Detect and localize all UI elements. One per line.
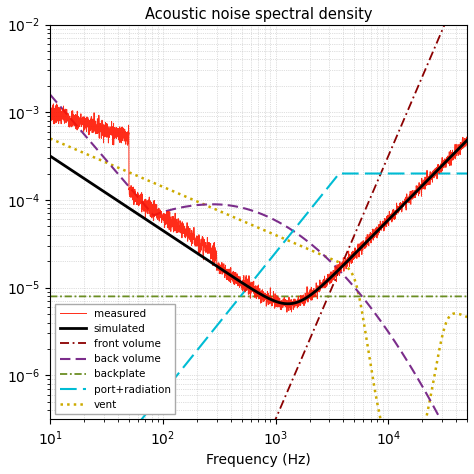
back volume <box>207 201 213 207</box>
back volume <box>411 369 417 375</box>
vent <box>464 314 470 320</box>
port+radiation <box>411 171 417 176</box>
vent <box>95 156 100 162</box>
measured <box>226 266 231 272</box>
port+radiation <box>207 331 213 337</box>
measured <box>47 101 53 107</box>
port+radiation <box>225 309 231 314</box>
back volume <box>119 176 125 182</box>
port+radiation <box>119 440 125 446</box>
vent <box>225 212 231 218</box>
Line: port+radiation: port+radiation <box>50 173 467 474</box>
port+radiation <box>337 171 342 176</box>
vent <box>411 457 417 463</box>
vent <box>119 167 125 173</box>
port+radiation <box>95 471 100 474</box>
port+radiation <box>464 171 470 176</box>
measured <box>411 195 417 201</box>
measured <box>95 127 100 133</box>
backplate <box>411 293 417 299</box>
simulated <box>119 201 125 207</box>
vent <box>401 469 406 474</box>
measured <box>456 145 462 150</box>
backplate <box>119 293 125 299</box>
back volume <box>464 470 470 474</box>
X-axis label: Frequency (Hz): Frequency (Hz) <box>206 453 311 467</box>
Line: back volume: back volume <box>50 95 467 473</box>
simulated <box>411 191 417 197</box>
vent <box>47 136 53 141</box>
simulated <box>207 259 213 264</box>
back volume <box>456 453 462 458</box>
Title: Acoustic noise spectral density: Acoustic noise spectral density <box>145 7 373 22</box>
back volume <box>47 92 53 98</box>
backplate <box>47 293 53 299</box>
Line: measured: measured <box>50 104 467 312</box>
Line: simulated: simulated <box>50 140 467 304</box>
measured <box>120 124 126 130</box>
backplate <box>225 293 231 299</box>
Legend: measured, simulated, front volume, back volume, backplate, port+radiation, vent: measured, simulated, front volume, back … <box>55 304 175 414</box>
port+radiation <box>456 171 462 176</box>
measured <box>51 101 56 107</box>
backplate <box>95 293 100 299</box>
backplate <box>456 293 462 299</box>
vent <box>207 204 213 210</box>
simulated <box>225 271 231 276</box>
measured <box>207 247 213 253</box>
measured <box>284 310 290 315</box>
back volume <box>225 202 231 208</box>
backplate <box>464 293 470 299</box>
simulated <box>456 146 462 151</box>
simulated <box>47 153 53 159</box>
front volume <box>411 93 417 99</box>
back volume <box>95 147 100 153</box>
simulated <box>95 185 100 191</box>
measured <box>464 137 470 143</box>
simulated <box>285 301 291 307</box>
simulated <box>464 137 470 143</box>
Line: vent: vent <box>50 138 467 472</box>
backplate <box>207 293 213 299</box>
Line: front volume: front volume <box>50 0 467 474</box>
vent <box>456 311 462 317</box>
